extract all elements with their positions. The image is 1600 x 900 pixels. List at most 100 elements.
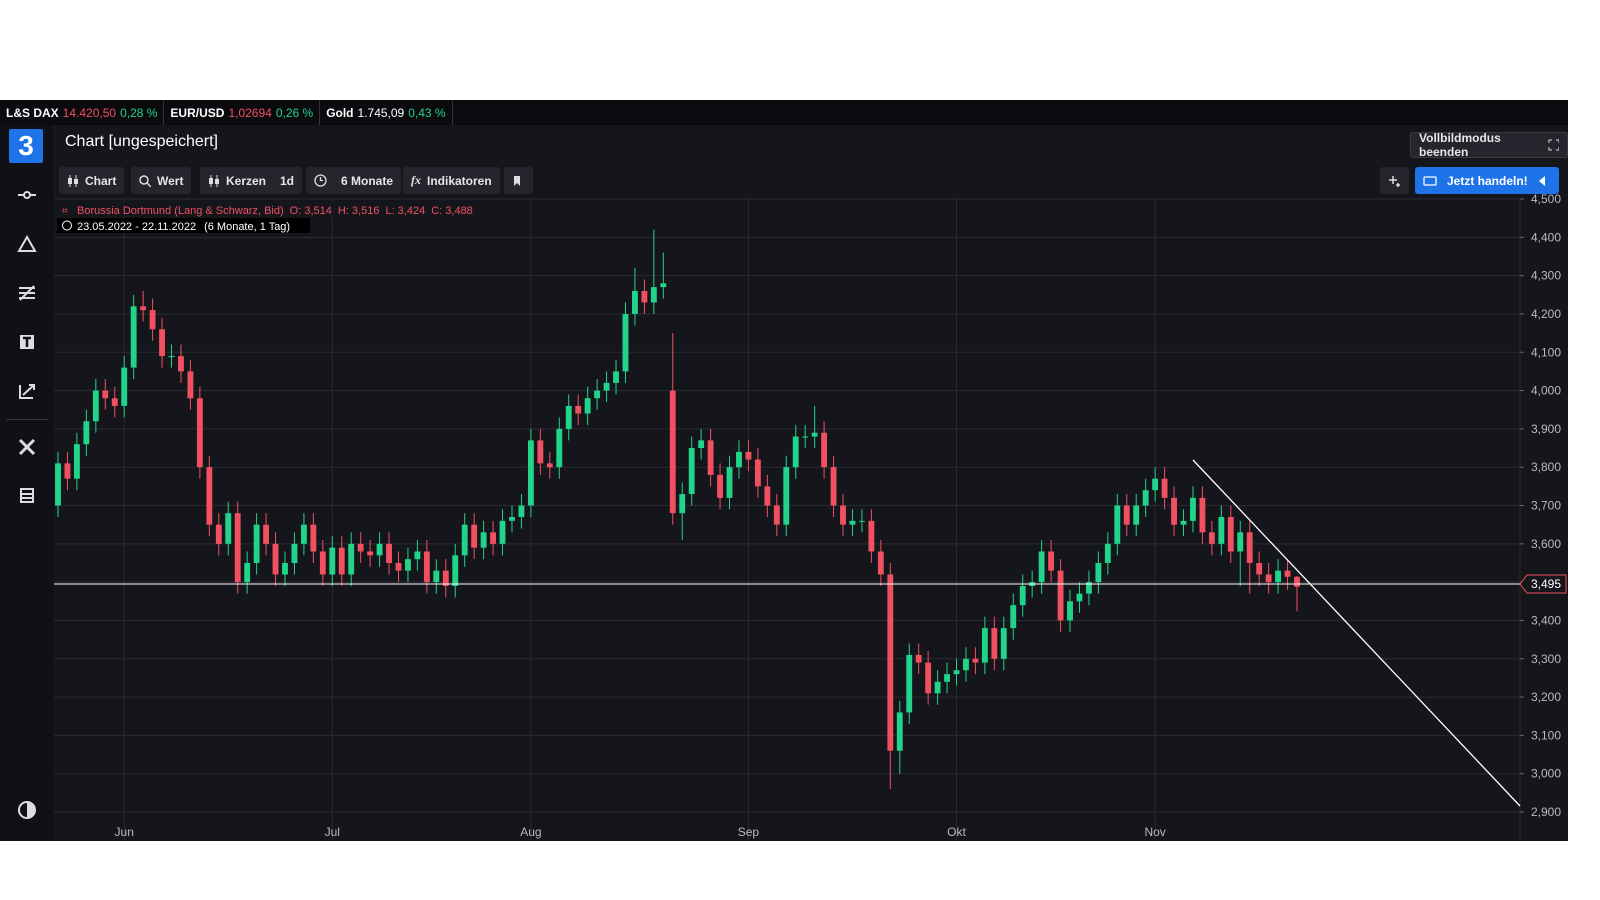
candle-body xyxy=(102,390,109,399)
tool-list-icon[interactable] xyxy=(17,485,37,505)
range-button[interactable]: 6 Monate xyxy=(306,167,402,194)
candle-body xyxy=(972,658,979,663)
candle-body xyxy=(1284,570,1291,577)
style-button[interactable]: Kerzen xyxy=(200,167,275,194)
candle-body xyxy=(1010,605,1017,629)
magic-button[interactable] xyxy=(1380,167,1409,194)
candle-body xyxy=(1199,497,1206,533)
search-button[interactable]: Wert xyxy=(131,167,192,194)
candle-body xyxy=(1265,574,1272,583)
candle-body xyxy=(641,290,648,303)
separator xyxy=(6,419,48,420)
button-label: Chart xyxy=(85,173,117,188)
candle-body xyxy=(603,382,610,391)
candle-body xyxy=(868,520,875,552)
candle-body xyxy=(121,367,128,406)
tool-settings-icon[interactable] xyxy=(17,437,37,457)
button-label: Wert xyxy=(157,173,184,188)
candle-body xyxy=(584,398,591,414)
theme-icon[interactable] xyxy=(17,800,37,820)
candle-body xyxy=(887,574,894,751)
candle-body xyxy=(991,628,998,659)
ticker-name: EUR/USD xyxy=(170,105,225,120)
candle-icon xyxy=(68,174,78,187)
y-tick-label: 3,000 xyxy=(1531,767,1561,781)
candle-body xyxy=(1237,532,1244,552)
candle-body xyxy=(187,371,194,399)
candle-body xyxy=(461,524,468,556)
candle-body xyxy=(726,467,733,498)
candle-body xyxy=(1038,551,1045,583)
candle-body xyxy=(821,432,828,468)
legend-bg xyxy=(57,202,490,217)
ticker-change: 0,26 % xyxy=(275,105,314,120)
x-tick-label: Jun xyxy=(115,825,134,839)
candle-body xyxy=(953,670,960,675)
ticker-item[interactable]: L&S DAX 14.420,50 0,28 % xyxy=(0,100,165,125)
chart-button[interactable]: Chart xyxy=(59,167,125,194)
candle-body xyxy=(1190,497,1196,521)
ticker-item[interactable]: EUR/USD 1,02694 0,26 % xyxy=(164,100,321,125)
candle-body xyxy=(499,520,506,544)
candle-body xyxy=(1133,505,1140,525)
collapse-button[interactable] xyxy=(1530,167,1559,194)
y-tick-label: 3,100 xyxy=(1531,728,1561,742)
button-label: 1d xyxy=(280,173,295,188)
indicators-button[interactable]: fx Indikatoren xyxy=(403,167,500,194)
ticker-item[interactable]: Gold 1.745,09 0,43 % xyxy=(320,100,453,125)
candle-body xyxy=(367,551,374,556)
candle-body xyxy=(1171,497,1177,525)
button-label: Indikatoren xyxy=(427,173,492,188)
candle-body xyxy=(1114,505,1121,544)
fullscreen-icon xyxy=(1548,139,1559,151)
candle-body xyxy=(159,329,165,357)
y-tick-label: 3,200 xyxy=(1531,690,1561,704)
trade-button[interactable]: Jetzt handeln! xyxy=(1415,167,1536,194)
tool-shape-icon[interactable] xyxy=(17,234,37,254)
candle-body xyxy=(310,524,317,552)
interval-button[interactable]: 1d xyxy=(272,167,303,194)
candle-body xyxy=(357,543,364,552)
x-tick-label: Nov xyxy=(1144,825,1165,839)
legend-icon: ⌗ xyxy=(62,206,68,217)
y-tick-label: 3,700 xyxy=(1531,499,1561,513)
candle-body xyxy=(395,562,402,571)
candle-body xyxy=(707,440,714,475)
candle-body xyxy=(698,440,705,449)
candle-body xyxy=(225,513,232,544)
bookmark-button[interactable] xyxy=(504,167,533,194)
button-label: Vollbildmodus beenden xyxy=(1419,131,1501,159)
candle-body xyxy=(130,306,137,368)
fullscreen-button[interactable]: Vollbildmodus beenden xyxy=(1410,131,1568,159)
candle-body xyxy=(111,398,118,406)
tool-text-icon[interactable] xyxy=(17,332,37,352)
y-tick-label: 2,900 xyxy=(1531,805,1561,819)
candle-body xyxy=(858,520,865,522)
button-label: 6 Monate xyxy=(341,173,394,188)
tool-fib-icon[interactable] xyxy=(17,283,37,303)
sparkle-icon xyxy=(1389,175,1400,187)
candle-body xyxy=(386,543,392,563)
tool-line-icon[interactable] xyxy=(17,185,37,205)
candle-body xyxy=(64,463,71,479)
candle-body xyxy=(650,287,657,303)
period: 23.05.2022 - 22.11.2022 xyxy=(77,221,196,233)
candle-body xyxy=(1294,576,1300,587)
candle-body xyxy=(92,390,99,422)
candle-body xyxy=(1275,570,1282,583)
arrow-icon xyxy=(1539,175,1545,186)
tool-measure-icon[interactable] xyxy=(17,381,37,401)
logo[interactable]: 3 xyxy=(9,129,43,163)
candle-body xyxy=(660,283,667,288)
candle-body xyxy=(405,559,411,571)
candle-body xyxy=(802,436,809,438)
candle-body xyxy=(669,390,676,514)
candle-body xyxy=(1085,582,1092,594)
candle-body xyxy=(527,440,534,506)
candle-body xyxy=(423,551,430,583)
candle-body xyxy=(764,486,771,506)
legend-text: Borussia Dortmund (Lang & Schwarz, Bid) O… xyxy=(77,205,473,217)
candle-body xyxy=(556,428,563,468)
candle-body xyxy=(414,551,421,560)
candle-body xyxy=(679,494,686,514)
